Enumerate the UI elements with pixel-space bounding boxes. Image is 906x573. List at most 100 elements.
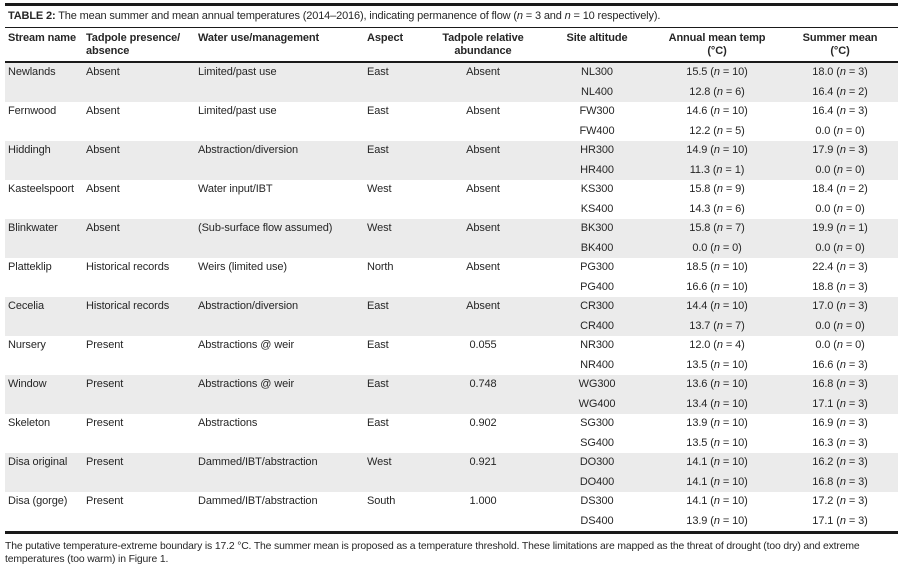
cell-stream-name: Platteklip	[8, 261, 52, 273]
cell-stream-name	[5, 278, 83, 298]
cell-summer-mean: 19.9 (n = 1)	[782, 219, 898, 239]
cell-tadpole-presence	[83, 160, 195, 180]
cell-summer-mean: 0.0 (n = 0)	[815, 339, 865, 351]
table-row: HR400 11.3 (n = 1) 0.0 (n = 0)	[5, 160, 898, 180]
cell-site-altitude: NL300	[542, 63, 652, 83]
cell-site-altitude: CR300	[542, 297, 652, 317]
cell-stream-name: Blinkwater	[5, 219, 83, 239]
cell-site-altitude: DS300	[580, 495, 614, 507]
cell-annual-mean-temp: 14.9 (n = 10)	[652, 141, 782, 161]
cell-tadpole-abundance	[424, 200, 542, 220]
cell-stream-name: Kasteelspoort	[8, 183, 74, 195]
table-row: Cecelia Historical records Abstraction/div…	[5, 297, 898, 317]
cell-site-altitude: FW300	[579, 105, 615, 117]
cell-tadpole-abundance: Absent	[424, 141, 542, 161]
cell-annual-mean-temp: 15.8 (n = 9)	[689, 183, 745, 195]
cell-tadpole-abundance: Absent	[466, 105, 500, 117]
cell-tadpole-abundance: Absent	[466, 183, 500, 195]
table-row: NR400 13.5 (n = 10) 16.6 (n = 3)	[5, 356, 898, 376]
cell-tadpole-abundance: Absent	[424, 219, 542, 239]
table-row: SG400 13.5 (n = 10) 16.3 (n = 3)	[5, 434, 898, 454]
cell-tadpole-abundance: 0.921	[424, 453, 542, 473]
cell-aspect: East	[364, 297, 424, 317]
cell-stream-name: Cecelia	[5, 297, 83, 317]
cell-stream-name: Newlands	[5, 63, 83, 83]
cell-stream-name	[5, 82, 83, 102]
cell-stream-name: Disa (gorge)	[8, 495, 68, 507]
cell-summer-mean: 0.0 (n = 0)	[782, 238, 898, 258]
cell-annual-mean-temp: 12.8 (n = 6)	[652, 82, 782, 102]
cell-tadpole-presence: Present	[86, 495, 124, 507]
cell-summer-mean: 0.0 (n = 0)	[782, 316, 898, 336]
cell-tadpole-abundance: Absent	[424, 297, 542, 317]
cell-site-altitude: PG400	[580, 280, 614, 293]
caption-divider	[5, 27, 898, 28]
cell-water-use: Dammed/IBT/abstraction	[198, 495, 318, 507]
cell-tadpole-presence: Absent	[83, 219, 195, 239]
cell-annual-mean-temp: 14.4 (n = 10)	[652, 297, 782, 317]
cell-annual-mean-temp: 14.3 (n = 6)	[689, 202, 745, 215]
cell-annual-mean-temp: 13.7 (n = 7)	[652, 316, 782, 336]
cell-tadpole-abundance	[424, 122, 542, 142]
cell-tadpole-presence	[83, 82, 195, 102]
cell-site-altitude: DO300	[542, 453, 652, 473]
cell-aspect: West	[364, 453, 424, 473]
cell-tadpole-presence: Present	[86, 339, 124, 351]
cell-tadpole-presence: Absent	[83, 141, 195, 161]
table-footnote: The putative temperature-extreme boundar…	[5, 541, 860, 565]
table-row: Disa (gorge) Present Dammed/IBT/abstractio…	[5, 492, 898, 512]
cell-aspect	[364, 160, 424, 180]
table-row: Kasteelspoort Absent Water input/IBT West Ab…	[5, 180, 898, 200]
cell-site-altitude: NL400	[542, 82, 652, 102]
cell-summer-mean: 16.6 (n = 3)	[812, 358, 868, 371]
cell-site-altitude: NR300	[580, 339, 614, 351]
cell-tadpole-presence	[83, 394, 195, 414]
cell-summer-mean: 16.8 (n = 3)	[782, 375, 898, 395]
cell-site-altitude: KS400	[580, 202, 614, 215]
cell-aspect: South	[367, 495, 396, 507]
cell-summer-mean: 16.3 (n = 3)	[812, 436, 868, 449]
cell-summer-mean: 0.0 (n = 0)	[815, 124, 865, 137]
cell-aspect	[364, 82, 424, 102]
header-row: Stream name Tadpole presence/ absence Wa…	[5, 28, 898, 61]
header-aspect: Aspect	[367, 32, 404, 44]
cell-stream-name: Window	[5, 375, 83, 395]
cell-water-use: Abstractions @ weir	[198, 339, 295, 351]
cell-water-use	[195, 472, 364, 492]
header-summer-mean: Summer mean (°C)	[802, 32, 878, 57]
cell-aspect	[364, 472, 424, 492]
cell-annual-mean-temp: 13.9 (n = 10)	[686, 417, 748, 429]
cell-water-use	[195, 278, 364, 298]
cell-tadpole-presence	[83, 122, 195, 142]
table-row: Platteklip Historical records Weirs (limit…	[5, 258, 898, 278]
cell-aspect: East	[367, 417, 389, 429]
cell-stream-name: Skeleton	[8, 417, 51, 429]
cell-tadpole-presence	[83, 356, 195, 376]
cell-aspect	[364, 356, 424, 376]
cell-stream-name: Fernwood	[8, 105, 57, 117]
cell-water-use	[195, 512, 364, 532]
cell-water-use: Limited/past use	[198, 105, 277, 117]
cell-summer-mean: 18.4 (n = 2)	[812, 183, 868, 195]
cell-tadpole-abundance	[424, 356, 542, 376]
cell-annual-mean-temp: 14.6 (n = 10)	[686, 105, 748, 117]
cell-water-use	[195, 316, 364, 336]
cell-site-altitude: HR300	[542, 141, 652, 161]
cell-water-use	[195, 434, 364, 454]
cell-summer-mean: 17.1 (n = 3)	[782, 394, 898, 414]
cell-tadpole-presence: Absent	[86, 183, 120, 195]
cell-aspect	[364, 122, 424, 142]
table-row: Nursery Present Abstractions @ weir East 0.0…	[5, 336, 898, 356]
cell-annual-mean-temp: 0.0 (n = 0)	[652, 238, 782, 258]
header-rule-row	[5, 61, 898, 63]
cell-annual-mean-temp: 16.6 (n = 10)	[686, 280, 748, 293]
table-row: NL400 12.8 (n = 6) 16.4 (n = 2)	[5, 82, 898, 102]
bottom-rule	[5, 531, 898, 534]
cell-water-use: Dammed/IBT/abstraction	[195, 453, 364, 473]
table-row: BK400 0.0 (n = 0) 0.0 (n = 0)	[5, 238, 898, 258]
cell-aspect	[364, 512, 424, 532]
table-row: Hiddingh Absent Abstraction/diversion East A…	[5, 141, 898, 161]
cell-tadpole-presence: Present	[83, 375, 195, 395]
cell-tadpole-abundance	[424, 238, 542, 258]
